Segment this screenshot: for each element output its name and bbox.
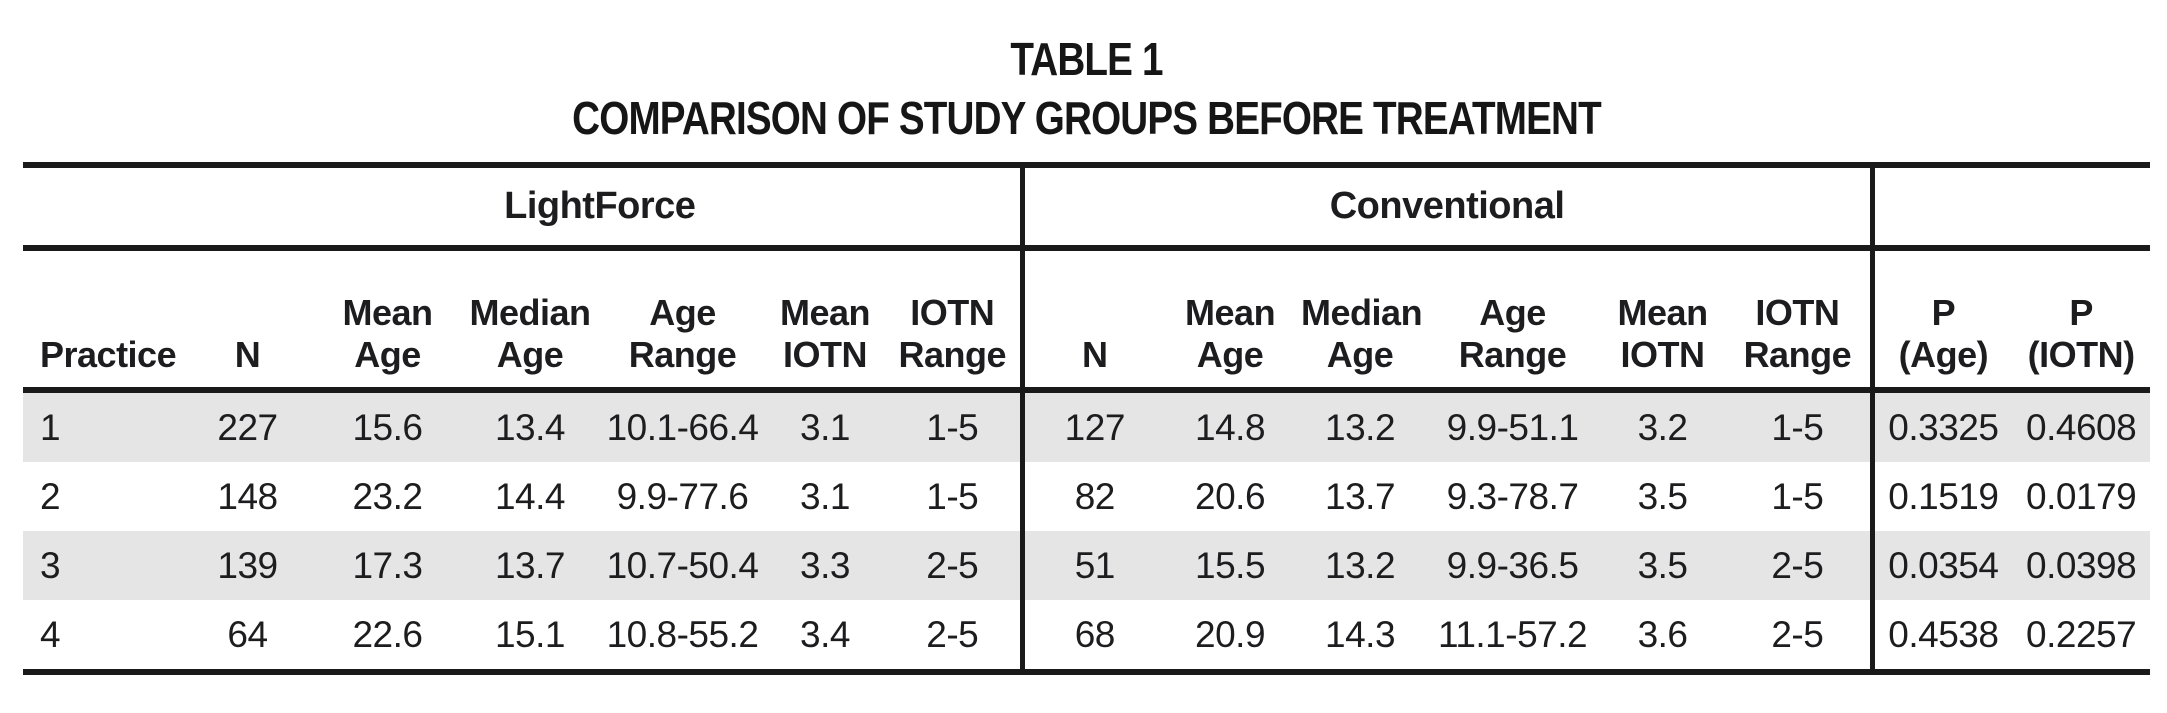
cell-mean-iotn-conv: 3.6: [1600, 600, 1726, 675]
cell-age-range-conv: 11.1-57.2: [1425, 600, 1601, 675]
cell-n-conv: 127: [1019, 390, 1166, 462]
cell-mean-age-conv: 20.9: [1165, 600, 1296, 675]
cell-iotn-range-lf: 1-5: [926, 406, 979, 448]
column-header-row: Practice N Mean Age Median Age Age Range…: [23, 248, 2151, 393]
cell-mean-iotn-lf: 3.3: [800, 544, 850, 586]
cell-age-range-lf: 10.8-55.2: [600, 600, 765, 675]
cell-iotn-range-conv: 1-5: [1771, 406, 1824, 448]
cell-median-age-lf: 13.4: [494, 406, 566, 448]
cell-p-iotn: 0.0179: [2026, 475, 2137, 517]
cell-p-age: 0.0354: [1869, 531, 2013, 600]
cell-n-lf: 148: [217, 475, 278, 517]
col-header-mean-iotn-lf: Mean IOTN: [765, 248, 885, 393]
cell-age-range-lf: 10.7-50.4: [606, 544, 759, 586]
group-header-row: LightForce Conventional: [23, 162, 2151, 251]
col-header-p-iotn: P (IOTN): [2012, 248, 2151, 393]
cell-practice: 4: [23, 600, 180, 675]
table-row: 1 227 15.6 13.4 10.1-66.4 3.1 1-5 127 14…: [23, 390, 2151, 462]
cell-age-range-conv: 9.9-36.5: [1446, 544, 1579, 586]
cell-mean-age-lf: 15.6: [352, 406, 423, 448]
cell-n-conv: 51: [1019, 531, 1166, 600]
group-header-spacer: [23, 162, 180, 251]
cell-mean-age-conv: 20.6: [1195, 475, 1266, 517]
col-header-p-age: P (Age): [1869, 248, 2013, 393]
cell-mean-age-lf: 23.2: [352, 475, 423, 517]
cell-median-age-lf: 13.7: [494, 544, 566, 586]
cell-practice: 3: [40, 544, 61, 586]
col-header-iotn-range-lf: IOTN Range: [885, 248, 1023, 393]
col-header-age-range-conv: Age Range: [1425, 248, 1601, 393]
col-header-mean-iotn-conv: Mean IOTN: [1600, 248, 1726, 393]
cell-practice: 1: [40, 406, 61, 448]
group-header-lightforce: LightForce: [180, 162, 1023, 251]
study-comparison-table: LightForce Conventional Practice N Mean …: [23, 162, 2151, 675]
cell-n-conv: 68: [1019, 600, 1166, 675]
col-header-practice: Practice: [23, 248, 180, 393]
table-title: COMPARISON OF STUDY GROUPS BEFORE TREATM…: [572, 91, 1602, 144]
col-header-mean-age-lf: Mean Age: [315, 248, 460, 393]
cell-mean-iotn-conv: 3.2: [1637, 406, 1688, 448]
cell-median-age-conv: 13.7: [1325, 475, 1396, 517]
cell-p-age: 0.4538: [1869, 600, 2013, 675]
cell-mean-age-conv: 15.5: [1195, 544, 1266, 586]
cell-mean-age-lf: 22.6: [315, 600, 460, 675]
cell-mean-age-lf: 17.3: [352, 544, 423, 586]
cell-iotn-range-lf: 2-5: [885, 600, 1023, 675]
col-header-median-age-lf: Median Age: [460, 248, 600, 393]
cell-median-age-lf: 15.1: [460, 600, 600, 675]
table-row: 4 64 22.6 15.1 10.8-55.2 3.4 2-5 68 20.9…: [23, 600, 2151, 675]
cell-iotn-range-conv: 1-5: [1771, 475, 1824, 517]
cell-mean-age-conv: 14.8: [1195, 406, 1266, 448]
cell-mean-iotn-lf: 3.1: [800, 406, 850, 448]
cell-age-range-lf: 10.1-66.4: [606, 406, 759, 448]
table-label: TABLE 1: [1010, 33, 1163, 85]
col-header-iotn-range-conv: IOTN Range: [1725, 248, 1873, 393]
title-block: TABLE 1 COMPARISON OF STUDY GROUPS BEFOR…: [23, 0, 2150, 162]
cell-median-age-conv: 13.2: [1325, 406, 1396, 448]
col-header-age-range-lf: Age Range: [600, 248, 765, 393]
table-row: 3 139 17.3 13.7 10.7-50.4 3.3 2-5 51 15.…: [23, 531, 2151, 600]
cell-mean-iotn-conv: 3.5: [1637, 544, 1688, 586]
cell-mean-iotn-lf: 3.1: [800, 475, 850, 517]
cell-iotn-range-lf: 2-5: [926, 544, 979, 586]
cell-median-age-lf: 14.4: [494, 475, 566, 517]
cell-age-range-conv: 9.3-78.7: [1446, 475, 1579, 517]
cell-n-lf: 139: [217, 544, 278, 586]
cell-iotn-range-lf: 1-5: [926, 475, 979, 517]
cell-p-age: 0.3325: [1869, 390, 2013, 462]
cell-n-conv: 82: [1019, 462, 1166, 531]
group-header-p-spacer: [1869, 162, 2151, 251]
cell-median-age-conv: 13.2: [1325, 544, 1396, 586]
cell-iotn-range-conv: 2-5: [1725, 600, 1873, 675]
col-header-n-conv: N: [1019, 248, 1166, 393]
cell-age-range-conv: 9.9-51.1: [1446, 406, 1579, 448]
cell-practice: 2: [40, 475, 61, 517]
cell-p-age: 0.1519: [1869, 462, 2013, 531]
cell-n-lf: 227: [217, 406, 278, 448]
cell-mean-iotn-lf: 3.4: [765, 600, 885, 675]
cell-iotn-range-conv: 2-5: [1771, 544, 1824, 586]
cell-p-iotn: 0.2257: [2012, 600, 2151, 675]
cell-p-iotn: 0.4608: [2026, 406, 2137, 448]
col-header-mean-age-conv: Mean Age: [1165, 248, 1296, 393]
table-row: 2 148 23.2 14.4 9.9-77.6 3.1 1-5 82 20.6…: [23, 462, 2150, 531]
cell-mean-iotn-conv: 3.5: [1637, 475, 1688, 517]
cell-n-lf: 64: [180, 600, 315, 675]
cell-p-iotn: 0.0398: [2026, 544, 2137, 586]
col-header-n-lf: N: [180, 248, 315, 393]
col-header-median-age-conv: Median Age: [1295, 248, 1426, 393]
group-header-conventional: Conventional: [1019, 162, 1873, 251]
cell-median-age-conv: 14.3: [1295, 600, 1426, 675]
cell-age-range-lf: 9.9-77.6: [616, 475, 749, 517]
